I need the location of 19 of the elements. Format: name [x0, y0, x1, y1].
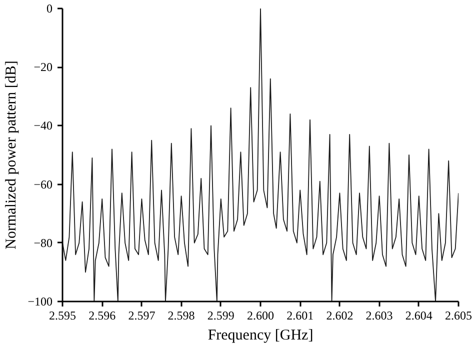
x-tick-label: 2.603	[366, 308, 393, 322]
y-tick-label: −40	[34, 118, 53, 133]
y-axis-title: Normalized power pattern [dB]	[4, 60, 20, 250]
x-tick-label: 2.595	[49, 308, 76, 322]
x-tick-label: 2.602	[326, 308, 354, 322]
x-tick-label: 2.600	[247, 308, 274, 322]
y-tick-label: −60	[34, 177, 53, 192]
y-tick-label: −80	[34, 236, 53, 250]
x-tick-label: 2.604	[405, 308, 432, 322]
x-tick-label: 2.597	[128, 308, 156, 322]
x-tick-label: 2.596	[88, 308, 116, 322]
y-tick-label: −20	[34, 60, 53, 74]
x-tick-label: 2.598	[168, 308, 195, 322]
x-axis-title: Frequency [GHz]	[208, 328, 314, 344]
y-tick-label: 0	[46, 2, 52, 16]
y-tick-label: −100	[28, 294, 53, 308]
x-tick-label: 2.601	[286, 308, 314, 322]
x-tick-label: 2.605	[445, 308, 472, 322]
x-tick-label: 2.599	[207, 308, 234, 322]
